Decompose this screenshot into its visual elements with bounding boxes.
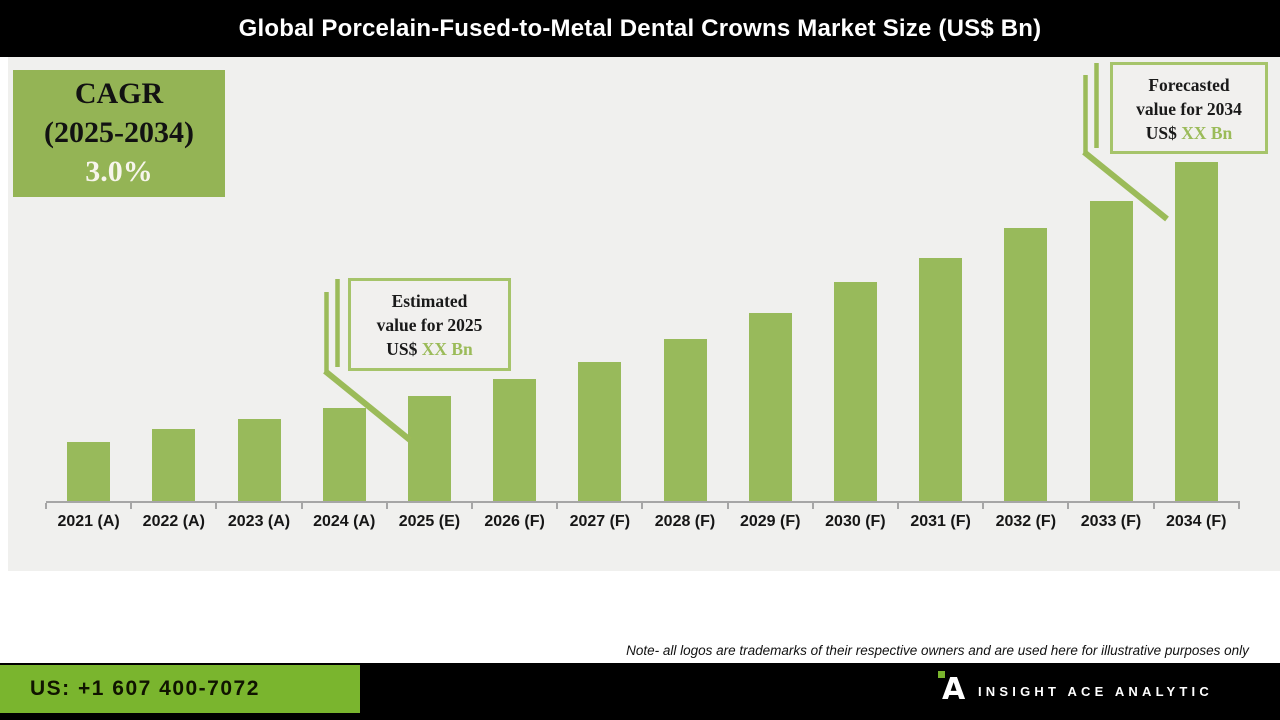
x-axis-tick — [1237, 503, 1240, 509]
insight-ace-analytic-brand: A INSIGHT ACE ANALYTIC — [930, 668, 1213, 714]
page-title: Global Porcelain-Fused-to-Metal Dental C… — [238, 14, 1042, 42]
x-axis-tick — [45, 503, 47, 509]
bar-2023 (A) — [237, 418, 281, 502]
x-axis-tick — [1067, 503, 1070, 509]
x-axis-label: 2021 (A) — [57, 513, 120, 530]
x-axis-label: 2033 (F) — [1080, 513, 1142, 530]
bar-2030 (F) — [833, 281, 877, 502]
bar-2027 (F) — [578, 361, 622, 502]
estimated-highlight: XX Bn — [421, 339, 473, 359]
bar-2031 (F) — [919, 257, 963, 502]
x-axis-tick — [811, 503, 814, 509]
x-axis-label: 2026 (F) — [484, 513, 545, 530]
x-axis-tick — [982, 503, 985, 509]
title-bar: Global Porcelain-Fused-to-Metal Dental C… — [0, 0, 1280, 57]
x-axis-label: 2025 (E) — [398, 513, 461, 530]
brand-a-glyph: A — [942, 672, 966, 707]
brand-name: INSIGHT ACE ANALYTIC — [978, 683, 1213, 699]
cagr-box: CAGR (2025-2034) 3.0% — [13, 70, 225, 197]
brand-green-dot — [938, 671, 945, 678]
bar-2024 (A) — [322, 407, 366, 502]
estimated-line3: US$ XX Bn — [386, 339, 473, 359]
x-axis-label: 2023 (A) — [227, 513, 291, 530]
estimated-line2: value for 2025 — [376, 315, 483, 335]
bar-2029 (F) — [748, 312, 792, 502]
bar-2033 (F) — [1089, 200, 1133, 502]
x-axis-label: 2024 (A) — [313, 513, 376, 530]
x-axis-tick — [1152, 503, 1155, 509]
trademark-note: Note- all logos are trademarks of their … — [626, 643, 1249, 658]
bar-2022 (A) — [152, 428, 196, 502]
forecast-line1: Forecasted — [1148, 75, 1230, 95]
bar-2026 (F) — [493, 378, 537, 502]
forecast-line3: US$ XX Bn — [1145, 123, 1233, 143]
cagr-value: 3.0% — [85, 155, 153, 188]
x-axis-label: 2032 (F) — [995, 513, 1057, 530]
x-axis-label: 2022 (A) — [142, 513, 205, 530]
x-axis-label: 2028 (F) — [654, 513, 716, 530]
footer-bar: US: +1 607 400-7072 A INSIGHT ACE ANALYT… — [0, 663, 1280, 720]
x-axis-label: 2030 (F) — [825, 513, 886, 530]
x-axis-line — [46, 501, 1240, 503]
bar-2021 (A) — [67, 441, 111, 502]
x-axis-label: 2034 (F) — [1165, 513, 1227, 530]
phone-number: US: +1 607 400-7072 — [30, 677, 260, 700]
forecast-line2: value for 2034 — [1136, 99, 1242, 119]
x-axis-tick — [471, 503, 473, 509]
x-axis-tick — [556, 503, 559, 509]
bar-2032 (F) — [1004, 227, 1048, 502]
x-axis-tick — [897, 503, 899, 509]
estimated-value-callout: Estimated value for 2025 US$ XX Bn — [348, 278, 511, 371]
market-contributors-row: Market Contributors: Dentsply Sirona 3M … — [0, 571, 1280, 663]
x-axis-tick — [641, 503, 644, 509]
bar-2034 (F) — [1174, 161, 1218, 502]
x-axis-label: 2029 (F) — [739, 513, 801, 530]
x-axis-label: 2027 (F) — [569, 513, 631, 530]
footer-phone-block: US: +1 607 400-7072 — [0, 665, 360, 713]
bar-2025 (E) — [407, 395, 451, 502]
forecast-value-callout: Forecasted value for 2034 US$ XX Bn — [1110, 62, 1268, 154]
x-axis-tick — [385, 503, 388, 509]
x-axis-tick — [215, 503, 218, 509]
cagr-label: CAGR — [74, 77, 164, 110]
cagr-period: (2025-2034) — [44, 116, 194, 149]
insight-ace-logo-icon: A — [930, 668, 972, 714]
x-axis-tick — [130, 503, 133, 509]
bar-2028 (F) — [663, 338, 707, 502]
x-axis-tick — [726, 503, 729, 509]
x-axis-label: 2031 (F) — [910, 513, 971, 530]
estimated-line1: Estimated — [391, 291, 468, 311]
forecast-highlight: XX Bn — [1181, 123, 1233, 143]
x-axis-tick — [300, 503, 303, 509]
